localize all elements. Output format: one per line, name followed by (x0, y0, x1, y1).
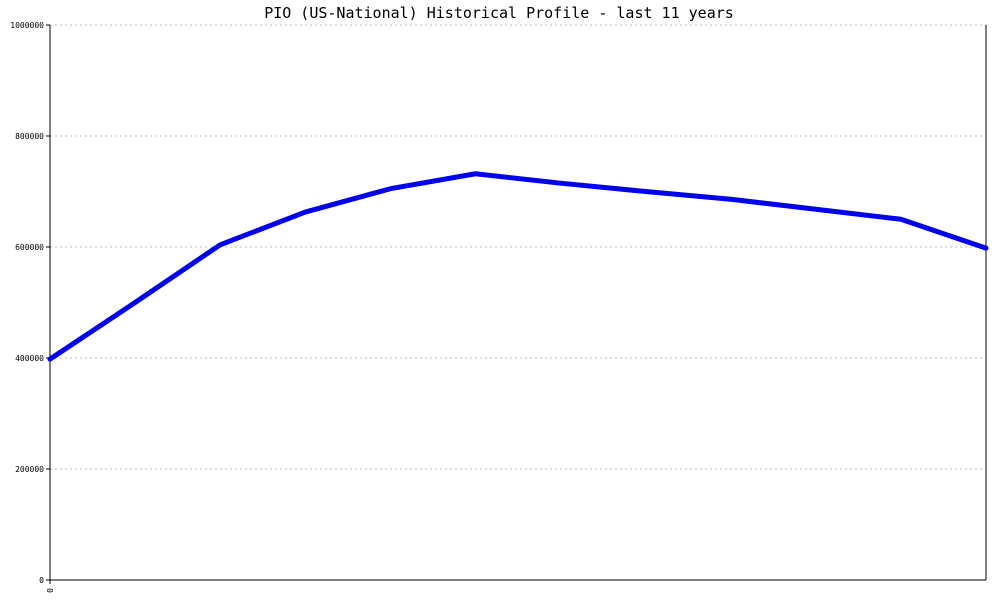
data-point (218, 243, 222, 247)
data-points (48, 172, 988, 361)
axis-layer (46, 24, 987, 584)
y-tick-label: 400000 (15, 354, 44, 363)
x-tick-labels: 0 (46, 588, 55, 593)
y-tick-label: 600000 (15, 243, 44, 252)
y-tick-label: 1000000 (10, 21, 44, 30)
data-point (899, 217, 903, 221)
series-layer (47, 171, 989, 362)
y-tick-label: 800000 (15, 132, 44, 141)
data-point (133, 301, 137, 304)
data-point (644, 190, 648, 193)
data-point (984, 246, 988, 250)
series-line (47, 171, 989, 362)
x-tick-label: 0 (46, 588, 55, 593)
data-point (48, 357, 52, 361)
chart-title: PIO (US-National) Historical Profile - l… (264, 4, 734, 22)
y-tick-label: 0 (39, 576, 44, 585)
data-point (303, 210, 307, 214)
data-point (729, 197, 733, 201)
y-tick-labels: 0 200000 400000 600000 800000 1000000 (10, 21, 44, 585)
y-tick-label: 200000 (15, 465, 44, 474)
data-point (473, 172, 477, 176)
data-point (388, 187, 392, 191)
data-point (559, 181, 563, 185)
grid-layer (50, 24, 986, 470)
data-point (814, 207, 818, 211)
